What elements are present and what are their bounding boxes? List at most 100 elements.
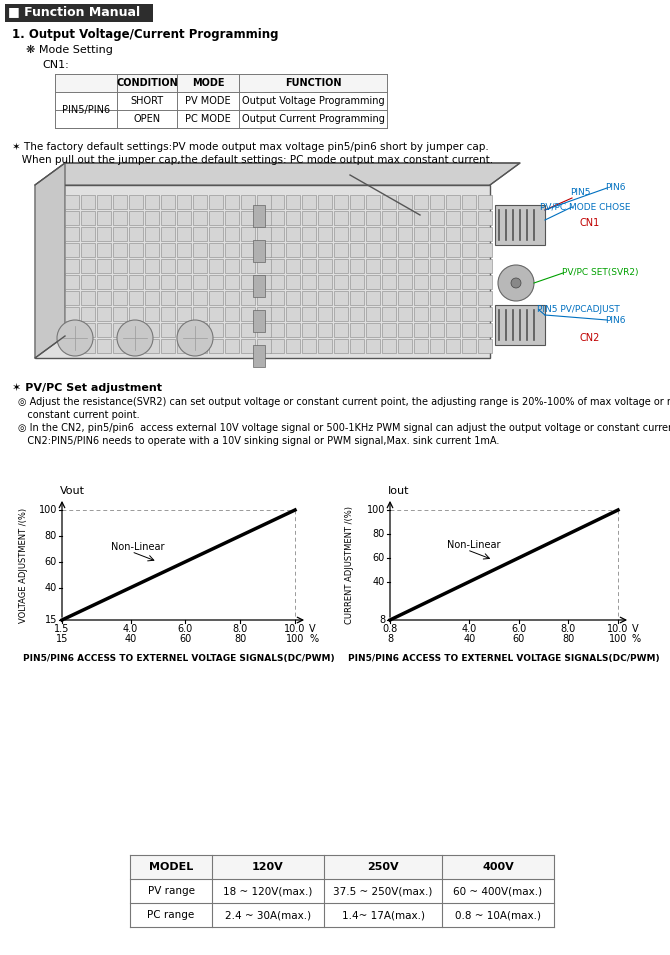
Bar — [161, 339, 175, 353]
Bar — [257, 307, 271, 321]
Bar — [270, 323, 284, 337]
Text: FUNCTION: FUNCTION — [285, 78, 341, 88]
Bar — [241, 307, 255, 321]
Text: PC range: PC range — [147, 910, 194, 920]
Bar — [495, 305, 545, 345]
Bar — [241, 339, 255, 353]
Text: Vout: Vout — [60, 486, 85, 496]
Text: 60: 60 — [180, 634, 192, 644]
Bar — [225, 259, 239, 273]
Text: 120V: 120V — [252, 862, 284, 872]
Bar — [302, 227, 316, 241]
Bar — [253, 240, 265, 262]
Text: ✶ PV/PC Set adjustment: ✶ PV/PC Set adjustment — [12, 383, 162, 393]
Text: CN1: CN1 — [580, 218, 600, 228]
Bar — [225, 211, 239, 225]
Bar — [193, 195, 207, 209]
Polygon shape — [35, 163, 65, 358]
Bar — [318, 227, 332, 241]
Bar — [193, 291, 207, 305]
Bar — [318, 323, 332, 337]
Text: ◎ In the CN2, pin5/pin6  access external 10V voltage signal or 500-1KHz PWM sign: ◎ In the CN2, pin5/pin6 access external … — [18, 423, 670, 433]
Bar — [286, 307, 300, 321]
Bar — [193, 323, 207, 337]
Bar — [302, 195, 316, 209]
Bar — [270, 211, 284, 225]
Text: CN2:PIN5/PIN6 needs to operate with a 10V sinking signal or PWM signal,Max. sink: CN2:PIN5/PIN6 needs to operate with a 10… — [18, 436, 499, 446]
Bar — [382, 195, 396, 209]
Bar — [81, 339, 95, 353]
Text: 250V: 250V — [367, 862, 399, 872]
Text: 6.0: 6.0 — [178, 624, 193, 634]
Text: 2.4 ~ 30A(max.): 2.4 ~ 30A(max.) — [225, 910, 311, 920]
Text: 1. Output Voltage/Current Programming: 1. Output Voltage/Current Programming — [12, 28, 279, 41]
Bar — [97, 275, 111, 289]
Bar — [430, 275, 444, 289]
Bar — [318, 211, 332, 225]
Bar — [177, 275, 191, 289]
Bar — [446, 195, 460, 209]
Text: V: V — [309, 624, 316, 634]
Bar — [382, 227, 396, 241]
Circle shape — [498, 265, 534, 301]
Bar — [430, 339, 444, 353]
Text: 0.8: 0.8 — [383, 624, 397, 634]
Bar — [318, 195, 332, 209]
Bar — [97, 211, 111, 225]
Bar — [414, 243, 428, 257]
Text: 1.4~ 17A(max.): 1.4~ 17A(max.) — [342, 910, 425, 920]
Text: 8.0: 8.0 — [561, 624, 576, 634]
Bar — [430, 323, 444, 337]
Bar — [145, 227, 159, 241]
Bar — [161, 227, 175, 241]
Circle shape — [57, 320, 93, 356]
Bar — [145, 291, 159, 305]
Bar — [161, 195, 175, 209]
Bar — [462, 211, 476, 225]
Text: 80: 80 — [562, 634, 575, 644]
Bar — [129, 243, 143, 257]
Bar — [446, 227, 460, 241]
Bar — [253, 345, 265, 367]
Bar — [209, 339, 223, 353]
Bar — [286, 339, 300, 353]
Bar — [257, 243, 271, 257]
Bar — [65, 339, 79, 353]
Bar — [398, 291, 412, 305]
Bar — [81, 275, 95, 289]
Bar — [286, 243, 300, 257]
Text: ◎ Adjust the resistance(SVR2) can set output voltage or constant current point, : ◎ Adjust the resistance(SVR2) can set ou… — [18, 397, 670, 407]
Bar — [270, 227, 284, 241]
Bar — [414, 339, 428, 353]
Bar — [334, 243, 348, 257]
Text: CONDITION: CONDITION — [116, 78, 178, 88]
Text: OPEN: OPEN — [133, 114, 161, 124]
Text: PV/PC SET(SVR2): PV/PC SET(SVR2) — [562, 268, 639, 277]
Bar — [65, 211, 79, 225]
Bar — [177, 339, 191, 353]
Bar — [334, 195, 348, 209]
Text: %: % — [632, 634, 641, 644]
Text: 8: 8 — [379, 615, 385, 625]
Bar — [366, 339, 380, 353]
Bar — [350, 195, 364, 209]
Bar — [177, 243, 191, 257]
Bar — [398, 227, 412, 241]
Bar — [209, 227, 223, 241]
Bar — [225, 323, 239, 337]
Bar — [225, 339, 239, 353]
Bar — [382, 339, 396, 353]
Bar — [366, 291, 380, 305]
Text: 15: 15 — [56, 634, 68, 644]
Bar — [462, 227, 476, 241]
Bar — [478, 291, 492, 305]
Bar — [318, 339, 332, 353]
Text: MODEL: MODEL — [149, 862, 193, 872]
Bar — [430, 211, 444, 225]
Text: PV range: PV range — [147, 886, 194, 896]
Text: PIN5: PIN5 — [570, 188, 590, 197]
Text: 40: 40 — [463, 634, 476, 644]
Bar — [366, 211, 380, 225]
Bar — [130, 903, 554, 927]
Bar — [382, 211, 396, 225]
